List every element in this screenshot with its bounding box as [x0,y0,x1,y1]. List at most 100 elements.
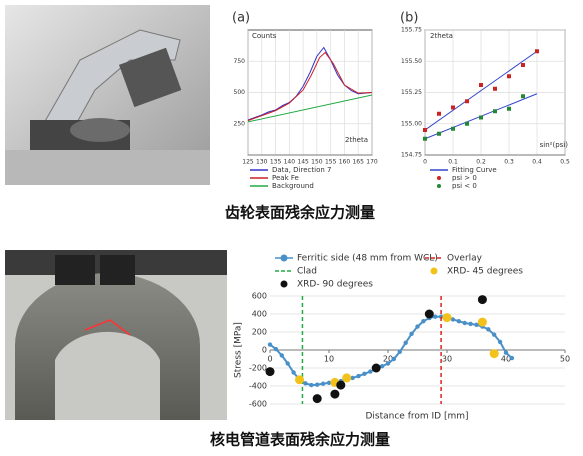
legend-swatch [280,254,288,262]
legend-label: XRD- 90 degrees [297,280,373,290]
data-point [326,380,332,386]
legend-swatch [437,176,441,180]
y-axis-title: Stress [MPa] [234,322,244,378]
x-axis-title: 2theta [345,136,368,144]
data-point [437,111,441,116]
data-point [477,295,487,305]
x-axis-title: sin²(psi) [540,141,569,149]
x-tick-label: 160 [339,159,351,166]
series-line [247,51,373,122]
data-point [492,332,497,337]
x-tick-label: 140 [284,159,296,166]
legend-swatch [280,280,288,288]
data-point [342,373,352,383]
data-point [438,314,444,319]
data-point [423,128,427,132]
y-tick-label: -400 [249,382,267,391]
data-point [451,105,455,110]
data-point [521,94,525,99]
y-tick-label: 0 [262,346,267,355]
x-tick-label: 170 [366,159,378,166]
x-axis-title: Distance from ID [mm] [365,412,468,422]
series-line [269,315,513,387]
y-tick-label: 200 [252,328,267,337]
x-tick-label: 10 [324,355,334,364]
pipe-photo [5,250,227,420]
data-point [291,370,296,375]
legend-label: Background [272,182,314,190]
legend-label: Fitting Curve [452,166,497,174]
x-tick-label: 0.3 [504,159,514,166]
data-point [379,364,385,369]
legend-label: Clad [297,267,317,277]
x-tick-label: 0.1 [448,159,458,166]
panel-label: (a) [232,11,250,26]
data-point [309,382,314,388]
y-tick-label: 155.25 [401,89,422,96]
x-tick-label: 145 [297,159,309,166]
y-tick-label: 155.00 [401,120,422,127]
legend-swatch [430,267,438,275]
caption: 核电管道表面残余应力测量 [210,431,390,449]
data-point [368,369,373,374]
data-point [507,74,511,79]
data-point [503,350,509,355]
x-tick-label: 30 [442,355,452,364]
x-tick-label: 155 [325,159,337,166]
y-tick-label: 154.75 [401,152,422,159]
data-point [330,389,340,399]
y-tick-label: 750 [234,58,246,65]
data-point [462,320,467,326]
y-tick-label: 155.50 [401,58,422,65]
data-point [465,99,469,104]
data-point [267,342,273,347]
data-point [521,63,525,67]
legend-swatch [437,184,441,188]
data-point [295,375,304,385]
y-tick-label: 500 [234,89,246,96]
legend-label: Ferritic side (48 mm from WCL) [297,254,438,264]
data-point [497,339,503,345]
data-point [403,340,408,345]
y-tick-label: 400 [252,310,267,319]
legend-label: XRD- 45 degrees [447,267,523,277]
series-line [247,94,373,123]
data-point [437,131,441,136]
data-point [450,317,456,322]
y-axis-title: 2theta [430,32,453,40]
data-point [315,382,320,387]
data-point [273,346,279,352]
data-point [486,327,491,332]
data-point [535,49,539,54]
data-point [468,321,473,327]
x-tick-label: 125 [242,159,254,166]
legend-label: Peak Fe [272,174,299,182]
data-point [477,317,487,327]
legend-label: Data, Direction 7 [272,166,331,174]
x-tick-label: 40 [501,355,511,364]
x-tick-label: 0 [423,159,427,166]
x-tick-label: 130 [256,159,268,166]
data-point [320,381,326,386]
data-point [489,349,499,359]
legend-label: Overlay [447,254,483,264]
data-point [362,371,367,377]
y-axis-title: Counts [252,32,277,40]
series-line [424,50,538,131]
y-tick-label: 155.75 [401,27,422,34]
data-point [350,375,355,381]
panel-label: (b) [400,11,418,26]
data-point [391,356,397,362]
data-point [493,86,497,91]
series-line [247,46,373,121]
data-point [423,136,427,141]
data-point [371,363,381,373]
y-tick-label: -600 [249,400,267,409]
data-point [303,381,308,386]
data-point [507,106,511,111]
data-point [442,313,452,323]
data-point [509,355,515,361]
data-point [479,115,483,120]
data-point [465,121,469,126]
data-point [415,324,420,329]
